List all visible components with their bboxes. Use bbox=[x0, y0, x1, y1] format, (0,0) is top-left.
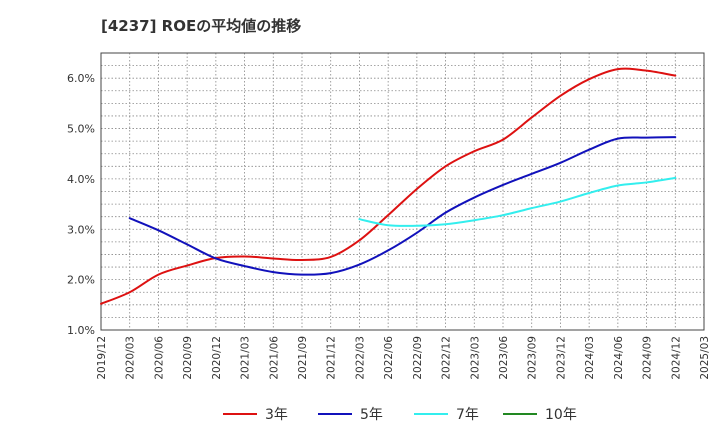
series-lines bbox=[100, 67, 677, 305]
legend: 3年 5年 7年 10年 bbox=[223, 407, 577, 423]
y-tick-label: 2.0% bbox=[67, 274, 95, 287]
x-tick-label: 2021/03 bbox=[240, 336, 252, 380]
x-tick-label: 2024/03 bbox=[584, 336, 596, 380]
x-tick-label: 2021/06 bbox=[268, 336, 280, 380]
grid-lines bbox=[101, 53, 704, 330]
x-tick-label: 2024/12 bbox=[670, 336, 682, 380]
x-tick-label: 2023/03 bbox=[469, 336, 481, 380]
x-tick-label: 2025/03 bbox=[699, 336, 711, 380]
x-tick-label: 2023/06 bbox=[498, 336, 510, 380]
x-tick-label: 2019/12 bbox=[96, 336, 108, 380]
x-tick-label: 2020/09 bbox=[182, 336, 194, 380]
y-tick-label: 4.0% bbox=[67, 173, 95, 186]
x-tick-label: 2022/09 bbox=[412, 336, 424, 380]
x-tick-label: 2020/03 bbox=[125, 336, 137, 380]
x-tick-label: 2024/06 bbox=[613, 336, 625, 380]
x-tick-label: 2023/12 bbox=[555, 336, 567, 380]
y-tick-label: 3.0% bbox=[67, 223, 95, 236]
y-tick-label: 1.0% bbox=[67, 324, 95, 337]
chart-title: [4237] ROEの平均値の推移 bbox=[101, 17, 301, 35]
x-tick-label: 2022/03 bbox=[354, 336, 366, 380]
x-tick-label: 2022/06 bbox=[383, 336, 395, 380]
x-tick-label: 2021/12 bbox=[326, 336, 338, 380]
y-axis-ticks: 1.0% 2.0% 3.0% 4.0% 5.0% 6.0% bbox=[67, 72, 95, 337]
x-tick-label: 2020/12 bbox=[211, 336, 223, 380]
series-line-1 bbox=[128, 136, 677, 276]
x-tick-label: 2022/12 bbox=[441, 336, 453, 380]
x-tick-label: 2021/09 bbox=[297, 336, 309, 380]
legend-label-0: 3年 bbox=[265, 407, 288, 423]
legend-label-3: 10年 bbox=[545, 407, 577, 423]
x-tick-label: 2023/09 bbox=[527, 336, 539, 380]
plot-frame bbox=[100, 52, 705, 331]
legend-label-2: 7年 bbox=[456, 407, 479, 423]
legend-label-1: 5年 bbox=[360, 407, 383, 423]
x-axis-ticks: 2019/12 2020/03 2020/06 2020/09 2020/12 2021/… bbox=[96, 336, 711, 380]
series-line-2 bbox=[358, 176, 677, 227]
y-tick-label: 5.0% bbox=[67, 123, 95, 136]
x-tick-label: 2024/09 bbox=[642, 336, 654, 380]
x-tick-label: 2020/06 bbox=[153, 336, 165, 380]
series-line-0 bbox=[100, 67, 677, 305]
y-tick-label: 6.0% bbox=[67, 72, 95, 85]
